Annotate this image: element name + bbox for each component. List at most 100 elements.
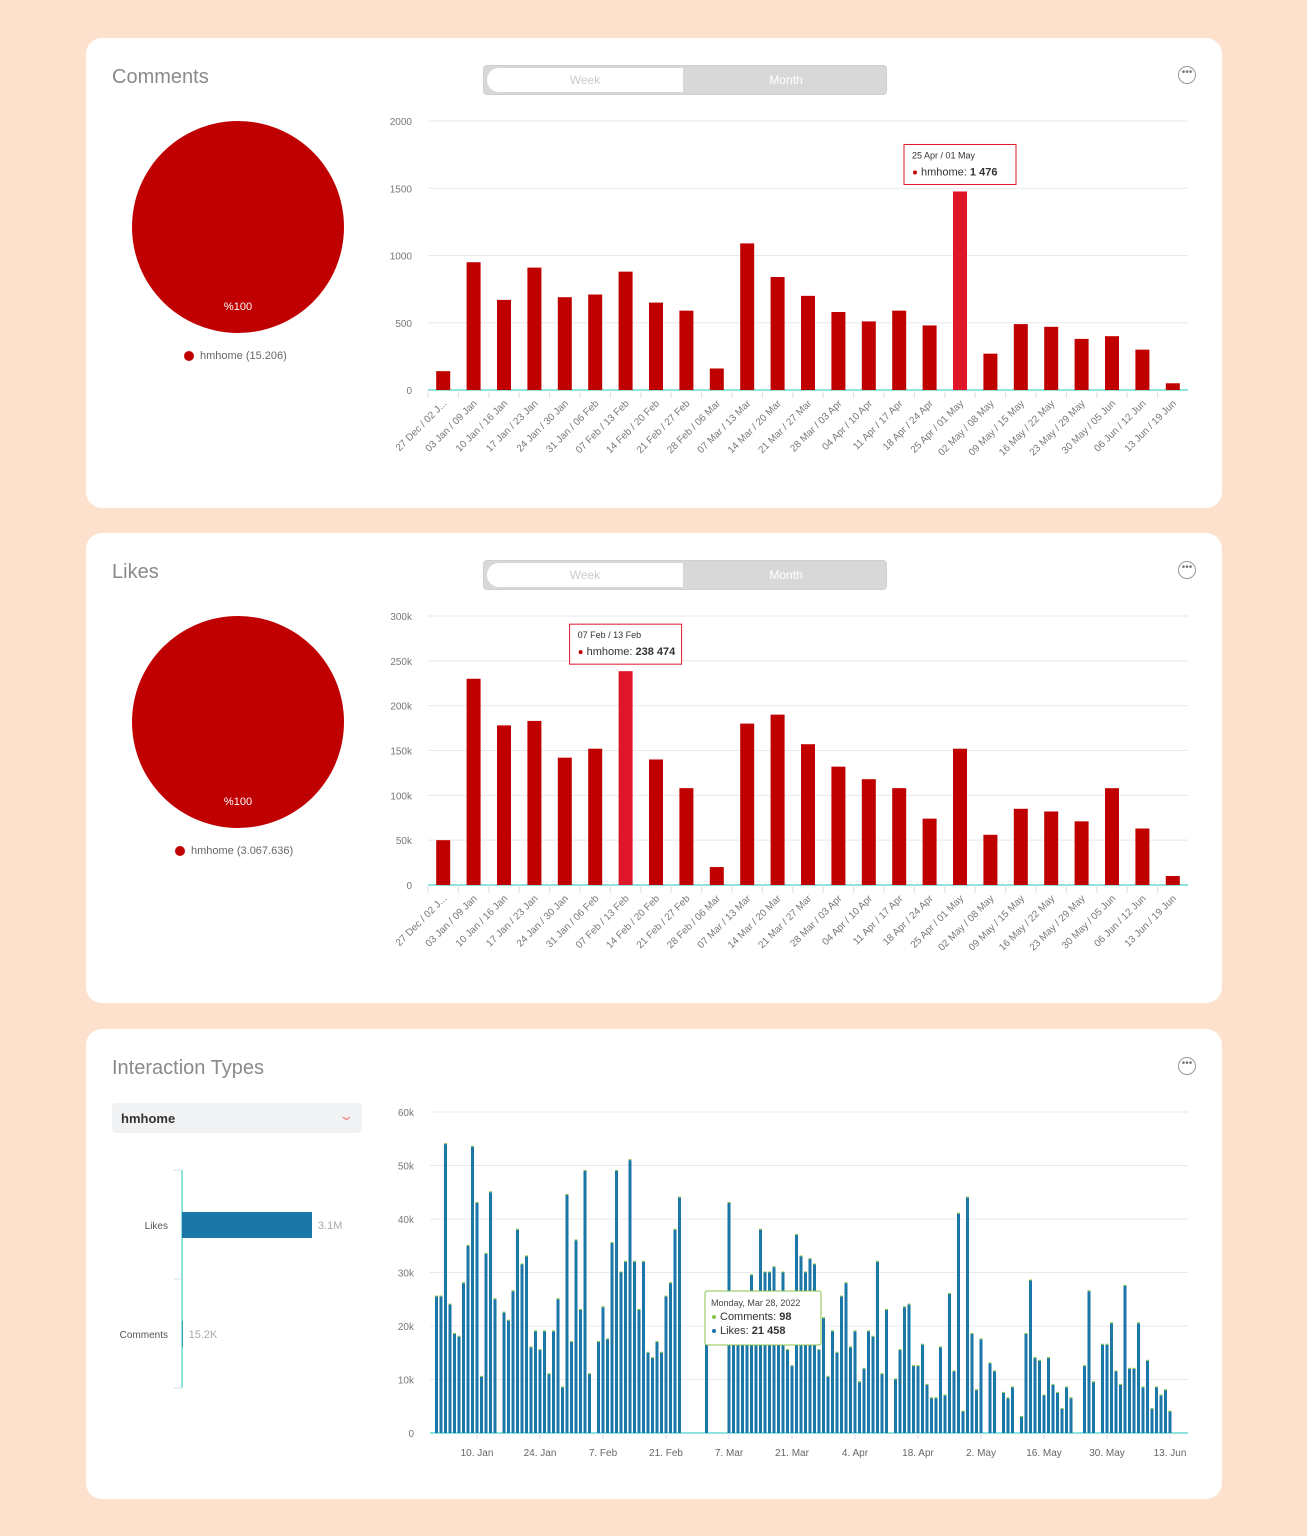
bar-comments bbox=[1164, 1389, 1167, 1391]
x-tick-label: 28 Mar / 03 Apr bbox=[788, 398, 845, 455]
bar-comments bbox=[556, 1298, 560, 1300]
more-icon[interactable]: ••• bbox=[1178, 1057, 1196, 1075]
x-tick-label: 30. May bbox=[1089, 1448, 1125, 1459]
y-tick-label: 20k bbox=[398, 1322, 415, 1333]
more-icon[interactable]: ••• bbox=[1178, 561, 1196, 579]
bar bbox=[925, 1384, 929, 1433]
week-tab[interactable]: Week bbox=[487, 563, 683, 587]
bar bbox=[835, 1352, 839, 1433]
bar bbox=[673, 1229, 677, 1433]
pie-slice[interactable]: %100 bbox=[132, 121, 344, 333]
y-tick-label: 30k bbox=[398, 1269, 415, 1280]
bar-comments bbox=[831, 1330, 834, 1332]
bar-comments bbox=[813, 1263, 816, 1265]
bar-comments bbox=[948, 1292, 951, 1294]
bar bbox=[1047, 1358, 1050, 1433]
bar-comments bbox=[570, 1341, 573, 1343]
bar bbox=[448, 1304, 452, 1433]
pie-label: %100 bbox=[223, 796, 253, 808]
bar bbox=[543, 1331, 546, 1433]
bar-comments bbox=[952, 1370, 956, 1372]
bar bbox=[736, 1315, 740, 1433]
bar bbox=[678, 1197, 681, 1433]
bar-comments bbox=[462, 1282, 465, 1284]
bar bbox=[489, 1192, 492, 1433]
y-tick-label: 60k bbox=[398, 1108, 415, 1119]
month-tab[interactable]: Month bbox=[769, 568, 803, 582]
y-tick-label: 200k bbox=[390, 702, 413, 713]
bar bbox=[871, 1336, 875, 1433]
legend-item[interactable]: hmhome (15.206) bbox=[184, 350, 287, 362]
tooltip-box bbox=[569, 623, 683, 665]
bar bbox=[619, 1272, 623, 1433]
bar bbox=[1128, 1368, 1131, 1433]
bar bbox=[943, 1395, 947, 1433]
bar-comments bbox=[547, 1373, 551, 1375]
bar-comments bbox=[993, 1370, 996, 1372]
bar bbox=[660, 1352, 663, 1433]
bar-comments bbox=[903, 1306, 906, 1308]
x-tick-label: 27 Dec / 02 J... bbox=[394, 893, 449, 948]
tooltip-row: Comments: 98 bbox=[720, 1311, 792, 1323]
bar-comments bbox=[660, 1351, 663, 1353]
bar bbox=[182, 1321, 183, 1347]
period-toggle[interactable]: Week Month bbox=[483, 65, 887, 95]
bar bbox=[831, 311, 846, 390]
bar-comments bbox=[822, 1317, 825, 1319]
account-select[interactable]: hmhome ⌄ bbox=[112, 1103, 362, 1133]
bar bbox=[983, 834, 998, 885]
bar-comments bbox=[471, 1145, 474, 1147]
value-label: 3.1M bbox=[318, 1220, 342, 1232]
bar bbox=[705, 1343, 708, 1433]
bar bbox=[831, 766, 846, 885]
bar-comments bbox=[1092, 1381, 1095, 1383]
bar bbox=[822, 1318, 825, 1433]
bar bbox=[853, 1331, 857, 1433]
bar bbox=[876, 1261, 879, 1433]
bar bbox=[565, 1194, 569, 1433]
y-tick-label: 40k bbox=[398, 1215, 415, 1226]
bar bbox=[1044, 811, 1059, 885]
month-tab[interactable]: Month bbox=[769, 73, 803, 87]
bar bbox=[601, 1307, 605, 1433]
bar bbox=[1135, 828, 1150, 885]
bar bbox=[1011, 1387, 1014, 1433]
bar-comments bbox=[750, 1274, 753, 1276]
bar-comments bbox=[1060, 1407, 1064, 1409]
x-tick-label: 07 Feb / 13 Feb bbox=[574, 398, 632, 456]
interaction-types-card: Interaction Types ••• hmhome ⌄ Likes 3.1M C… bbox=[86, 1029, 1222, 1499]
bar-comments bbox=[1051, 1383, 1055, 1385]
pie-slice[interactable]: %100 bbox=[132, 616, 344, 828]
week-tab[interactable]: Week bbox=[487, 68, 683, 92]
bar-comments bbox=[817, 1349, 821, 1351]
bar bbox=[588, 294, 603, 390]
bar-comments bbox=[1002, 1391, 1005, 1393]
bar-comments bbox=[862, 1367, 866, 1369]
bar-comments bbox=[1042, 1394, 1046, 1396]
x-tick-label: 10. Jan bbox=[461, 1448, 494, 1459]
bar bbox=[1101, 1344, 1104, 1433]
tooltip-box bbox=[704, 1290, 822, 1346]
bar bbox=[903, 1307, 906, 1433]
x-tick-label: 07 Mar / 13 Mar bbox=[696, 893, 754, 951]
legend-item[interactable]: hmhome (3.067.636) bbox=[175, 845, 293, 857]
bar bbox=[1056, 1392, 1059, 1433]
bar-comments bbox=[871, 1335, 875, 1337]
bar-comments bbox=[525, 1255, 528, 1257]
bar bbox=[462, 1283, 465, 1433]
more-icon[interactable]: ••• bbox=[1178, 66, 1196, 84]
bar-comments bbox=[601, 1306, 605, 1308]
bar-comments bbox=[840, 1295, 843, 1297]
bar-comments bbox=[552, 1330, 555, 1332]
x-tick-label: 7. Feb bbox=[589, 1448, 618, 1459]
bar-comments bbox=[1150, 1407, 1154, 1409]
period-toggle[interactable]: Week Month bbox=[483, 560, 887, 590]
bar bbox=[444, 1144, 447, 1433]
bar-comments bbox=[970, 1333, 974, 1335]
bar-comments bbox=[1128, 1367, 1131, 1369]
bar bbox=[435, 1296, 438, 1433]
bar bbox=[538, 1350, 542, 1433]
y-tick-label: 500 bbox=[395, 319, 412, 330]
bar-comments bbox=[979, 1338, 983, 1340]
x-tick-label: 14 Mar / 20 Mar bbox=[726, 398, 784, 456]
